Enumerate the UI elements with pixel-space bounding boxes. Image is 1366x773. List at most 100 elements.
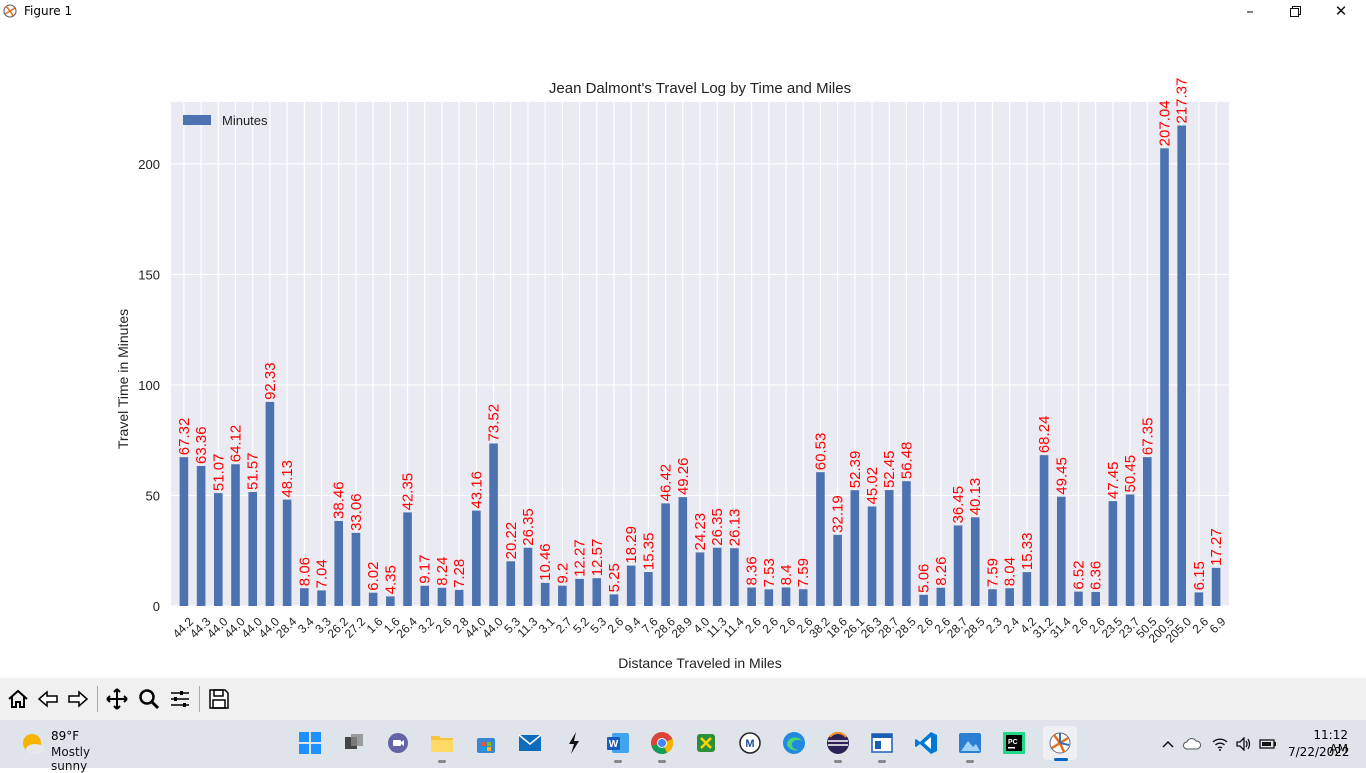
data-label: 46.42 (658, 464, 675, 502)
pan-button[interactable] (102, 684, 131, 713)
bar (816, 472, 825, 606)
bar (730, 548, 739, 606)
wifi-button[interactable] (1211, 735, 1229, 753)
data-label: 7.53 (761, 558, 778, 587)
taskbar-task-view[interactable] (339, 728, 369, 758)
save-button[interactable] (204, 684, 233, 713)
running-indicator (438, 760, 446, 763)
bar (454, 589, 464, 606)
chat-icon (388, 733, 408, 753)
figure-canvas: Jean Dalmont's Travel Log by Time and Mi… (0, 24, 1366, 678)
taskbar-chrome[interactable] (647, 728, 677, 763)
data-label: 8.4 (778, 565, 795, 586)
data-label: 45.02 (864, 467, 881, 505)
data-label: 63.36 (193, 426, 210, 464)
close-button[interactable]: ✕ (1334, 2, 1348, 20)
configure-subplots-button[interactable] (165, 684, 194, 713)
y-tick-label: 0 (153, 599, 160, 614)
weather-widget[interactable]: 89°F Mostly sunny (18, 720, 128, 773)
bar (1177, 125, 1186, 606)
taskbar-matplotlib[interactable] (1043, 726, 1077, 761)
home-button[interactable] (3, 684, 32, 713)
mail-icon (518, 734, 542, 751)
y-tick-label: 200 (138, 157, 160, 172)
bar (1194, 592, 1204, 606)
x-axis-label: Distance Traveled in Miles (618, 655, 781, 671)
data-label: 8.06 (296, 557, 313, 586)
bar (1211, 567, 1221, 606)
data-label: 48.13 (279, 460, 296, 498)
taskbar-pycharm[interactable]: PC (999, 728, 1029, 758)
x-tick-label: 6.9 (1207, 614, 1229, 636)
bar (850, 490, 860, 606)
bar (1091, 591, 1100, 606)
minimize-button[interactable]: – (1246, 2, 1254, 20)
restore-button[interactable] (1272, 0, 1318, 24)
app-window-icon (871, 733, 893, 753)
bar (437, 587, 447, 606)
onedrive-button[interactable] (1183, 735, 1201, 753)
data-label: 12.57 (589, 539, 606, 577)
taskbar-file-explorer[interactable] (427, 728, 457, 763)
windows-logo-icon (299, 732, 321, 754)
bar (282, 499, 292, 606)
data-label: 9.17 (417, 555, 434, 584)
taskbar-photos[interactable] (955, 728, 985, 763)
taskbar-eclipse[interactable] (823, 728, 853, 763)
data-label: 8.04 (1002, 557, 1019, 586)
y-tick-label: 100 (138, 378, 160, 393)
bar (867, 506, 877, 606)
clock-date: 7/22/2022 (1288, 745, 1350, 759)
bar (420, 585, 430, 606)
taskbar-edge[interactable] (779, 728, 809, 758)
taskbar-chat[interactable] (383, 728, 413, 758)
back-arrow-icon (37, 689, 58, 708)
data-label: 4.35 (382, 565, 399, 594)
taskbar-app-window[interactable] (867, 728, 897, 763)
data-label: 67.32 (176, 418, 193, 456)
back-button[interactable] (33, 684, 62, 713)
data-label: 32.19 (830, 495, 847, 533)
bar (884, 490, 894, 606)
data-label: 73.52 (486, 404, 503, 442)
battery-button[interactable] (1259, 735, 1277, 753)
forward-arrow-icon (67, 689, 88, 708)
bar (592, 578, 602, 606)
bar (1022, 572, 1032, 606)
data-label: 56.48 (898, 442, 915, 480)
bar (764, 589, 774, 606)
bar (695, 552, 705, 606)
taskbar-app-bolt[interactable] (559, 728, 589, 758)
forward-button[interactable] (63, 684, 92, 713)
data-label: 207.04 (1156, 100, 1173, 146)
start-button[interactable] (295, 728, 325, 758)
zoom-button[interactable] (134, 684, 163, 713)
data-label: 49.45 (1053, 457, 1070, 495)
chrome-icon (651, 732, 674, 754)
taskbar-app-circle[interactable]: M (735, 728, 765, 758)
taskbar-word[interactable]: W (603, 728, 633, 763)
taskbar-vscode[interactable] (911, 728, 941, 758)
data-label: 15.35 (640, 533, 657, 571)
data-label: 5.06 (916, 564, 933, 593)
bar (489, 443, 498, 606)
data-label: 50.45 (1122, 455, 1139, 493)
bar (179, 457, 189, 606)
bar (1074, 591, 1083, 606)
home-icon (7, 689, 28, 708)
data-label: 7.04 (314, 559, 331, 588)
bar (833, 534, 842, 606)
running-indicator (658, 760, 666, 763)
bar (1160, 148, 1169, 606)
bar (472, 510, 481, 606)
taskbar-store[interactable] (471, 728, 501, 758)
show-hidden-icons-button[interactable] (1159, 735, 1177, 753)
volume-button[interactable] (1235, 735, 1253, 753)
taskbar-mail[interactable] (515, 728, 545, 758)
taskbar-app-tools[interactable] (691, 728, 721, 758)
data-label: 24.23 (692, 513, 709, 551)
bar (540, 582, 550, 606)
clock-time: 11:12 AM (1313, 728, 1348, 756)
data-label: 6.36 (1088, 561, 1105, 590)
vscode-icon (915, 732, 937, 754)
